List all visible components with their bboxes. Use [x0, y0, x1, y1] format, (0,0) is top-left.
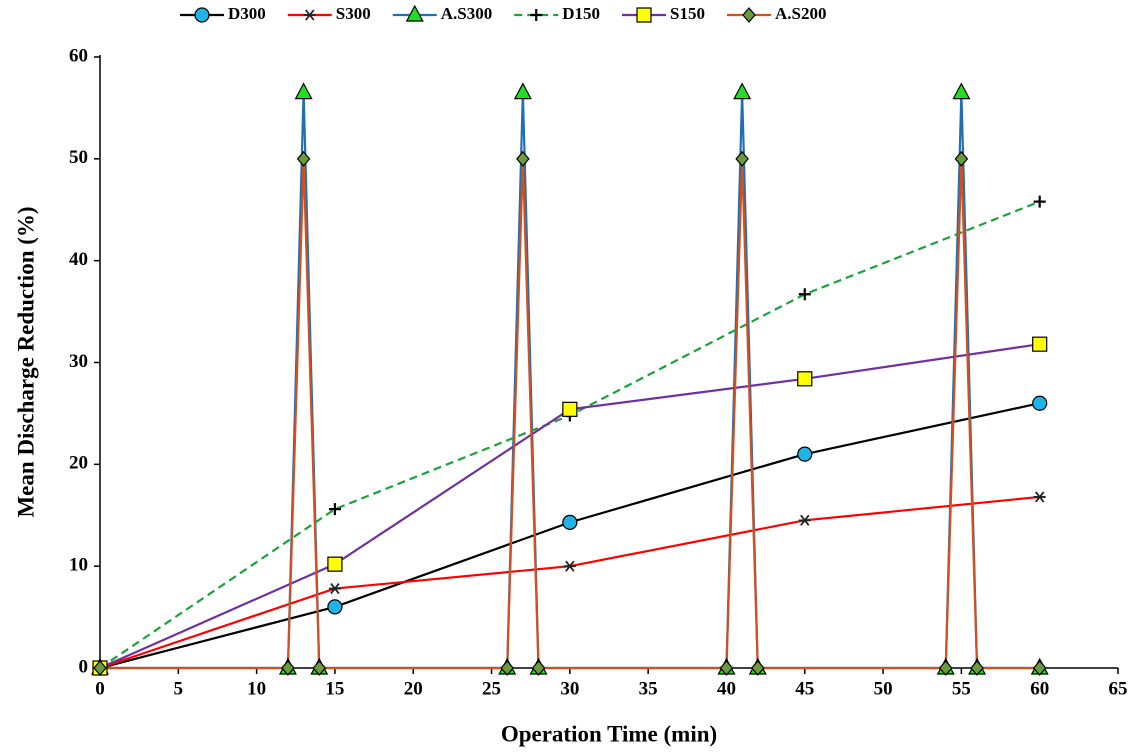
x-tick-label: 30 [560, 678, 579, 699]
marker [719, 660, 734, 676]
x-tick-label: 40 [717, 678, 736, 699]
marker [296, 150, 311, 167]
y-axis-title: Mean Discharge Reduction (%) [13, 206, 38, 517]
marker [194, 7, 210, 23]
marker [328, 583, 341, 595]
marker [500, 660, 514, 676]
marker [327, 599, 343, 615]
marker [750, 660, 765, 676]
x-tick-label: 10 [247, 678, 266, 699]
marker [562, 514, 578, 530]
marker [328, 503, 341, 516]
marker [1033, 491, 1046, 503]
x-tick-label: 45 [795, 678, 814, 699]
x-tick-label: 35 [639, 678, 658, 699]
marker [562, 401, 578, 417]
marker [303, 9, 316, 21]
y-tick-label: 20 [69, 453, 88, 474]
marker [1032, 660, 1047, 676]
marker [798, 288, 811, 301]
y-tick-label: 40 [69, 249, 88, 270]
legend-label: S150 [670, 4, 705, 23]
x-tick-label: 5 [174, 678, 184, 699]
marker [797, 446, 813, 462]
marker [327, 556, 343, 572]
legend-label: S300 [336, 4, 371, 23]
marker [516, 150, 530, 167]
marker [797, 371, 813, 387]
marker [531, 660, 546, 676]
marker [530, 9, 543, 21]
x-tick-label: 0 [95, 678, 105, 699]
marker [742, 7, 756, 23]
marker [281, 660, 295, 676]
marker [938, 660, 953, 676]
x-tick-label: 50 [874, 678, 893, 699]
marker [952, 82, 971, 100]
x-tick-label: 20 [404, 678, 423, 699]
marker [405, 4, 424, 22]
marker [93, 660, 107, 676]
marker [735, 150, 749, 167]
series-line [99, 402, 1040, 670]
x-tick-label: 60 [1030, 678, 1049, 699]
y-tick-label: 0 [79, 656, 89, 677]
marker [733, 82, 752, 100]
marker [636, 7, 652, 23]
marker [513, 82, 532, 100]
marker [563, 560, 576, 572]
x-tick-label: 25 [482, 678, 501, 699]
marker [1032, 395, 1048, 411]
y-tick-label: 10 [69, 555, 88, 576]
x-axis-title: Operation Time (min) [501, 721, 717, 746]
legend-label: D150 [562, 4, 600, 23]
y-tick-label: 60 [69, 45, 88, 66]
series-line [100, 158, 1040, 670]
marker [970, 660, 984, 676]
marker [1033, 195, 1046, 208]
marker [954, 150, 969, 167]
legend-label: D300 [228, 4, 266, 23]
y-tick-label: 50 [69, 147, 88, 168]
marker [312, 660, 327, 676]
marker [798, 514, 811, 526]
x-tick-label: 55 [952, 678, 971, 699]
series-line [100, 92, 1040, 670]
marker [1032, 336, 1048, 352]
y-tick-label: 30 [69, 351, 88, 372]
legend: D300 S300 A.S300 D150 S150 A.S200 [180, 4, 826, 23]
legend-label: A.S200 [775, 4, 826, 23]
x-tick-label: 65 [1109, 678, 1128, 699]
x-tick-label: 15 [325, 678, 344, 699]
legend-label: A.S300 [441, 4, 492, 23]
marker [294, 82, 313, 100]
